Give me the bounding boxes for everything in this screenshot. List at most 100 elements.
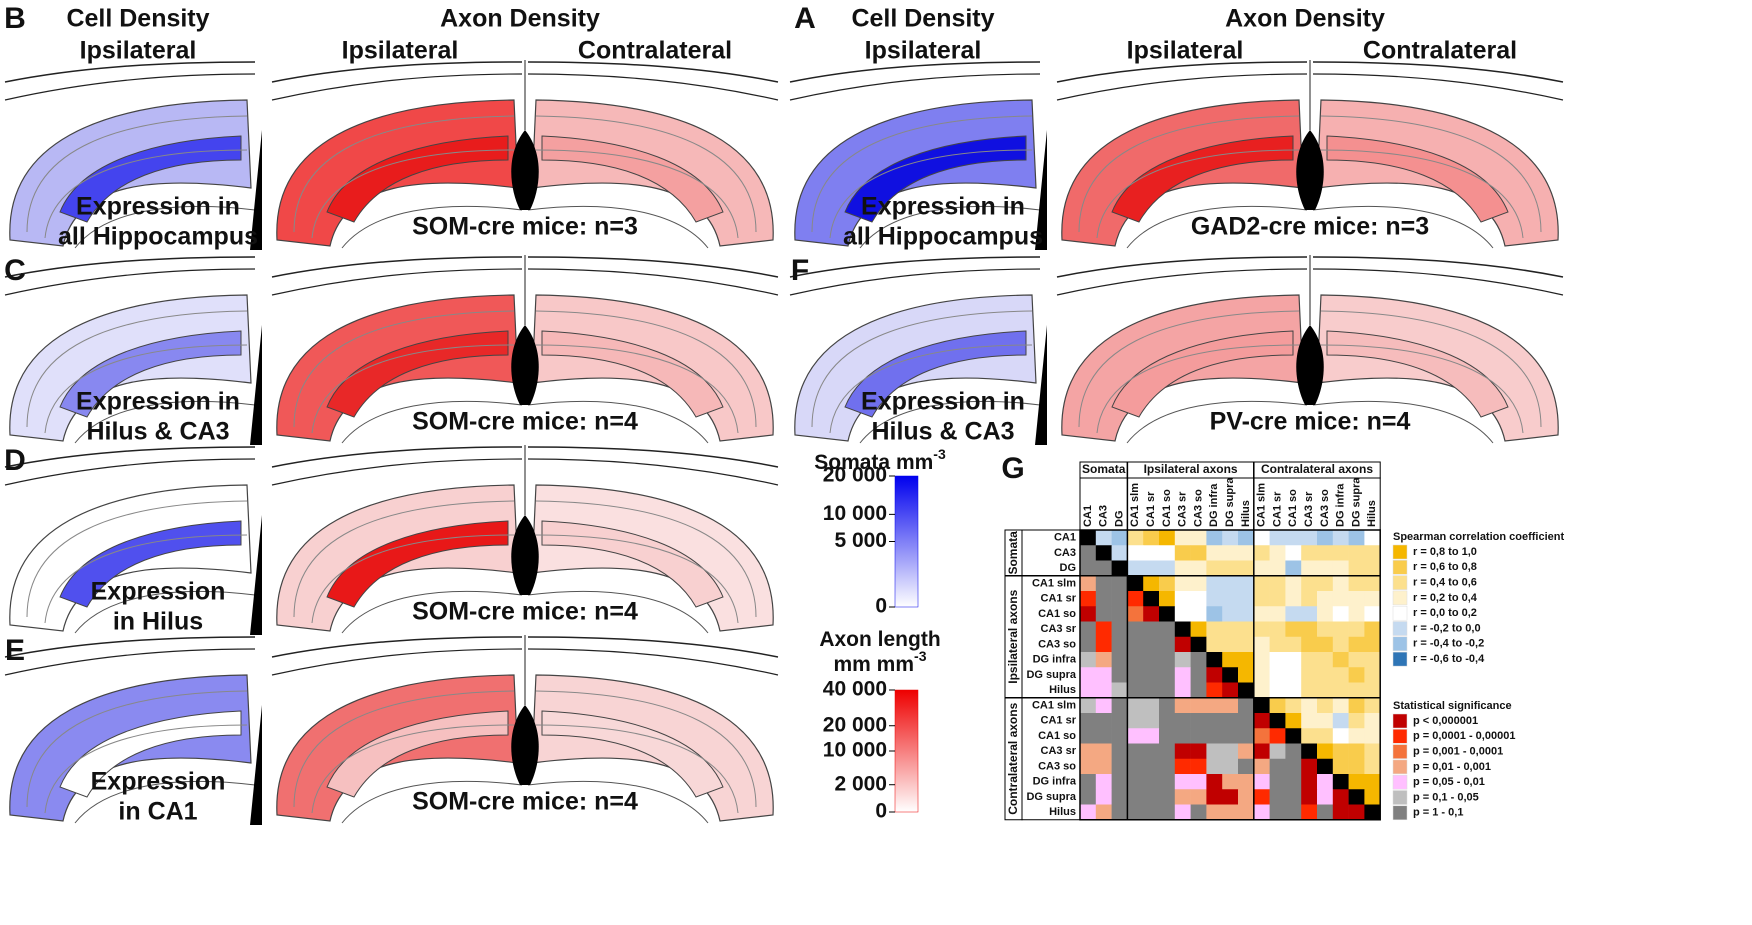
region-inner: [326, 135, 509, 223]
layer-line: [1320, 344, 1524, 434]
matrix-cell: [1111, 789, 1128, 805]
colorbar: [894, 475, 919, 608]
matrix-cell: [1111, 774, 1128, 790]
row-label: DG infra: [1033, 776, 1077, 788]
matrix-cell: [1206, 560, 1223, 577]
outline: [4, 73, 256, 101]
matrix-cell: [1332, 652, 1349, 668]
matrix-cell: [1159, 789, 1176, 805]
matrix-cell: [1301, 713, 1318, 729]
row-label: DG: [1060, 562, 1077, 574]
matrix-cell: [1206, 545, 1223, 561]
matrix-cell: [1222, 636, 1239, 653]
matrix-cell: [1127, 743, 1144, 760]
matrix-cell: [1174, 713, 1191, 729]
matrix-cell: [1095, 636, 1112, 653]
group-row-label: Somata: [1006, 531, 1020, 575]
matrix-cell: [1159, 697, 1176, 714]
matrix-cell: [1190, 667, 1207, 683]
matrix-cell: [1159, 591, 1176, 607]
matrix-cell: [1159, 804, 1176, 821]
matrix-cell: [1301, 621, 1318, 638]
header: Ipsilateral: [80, 37, 197, 65]
matrix-cell: [1332, 682, 1349, 699]
matrix-cell: [1111, 621, 1128, 638]
row-label: CA1 sr: [1041, 715, 1077, 727]
matrix-cell: [1332, 728, 1349, 744]
matrix-cell: [1127, 728, 1144, 744]
matrix-cell: [1143, 652, 1160, 668]
matrix-cell: [1206, 804, 1223, 821]
matrix-cell: [1127, 697, 1144, 714]
matrix-cell: [1080, 728, 1097, 744]
matrix-cell: [1238, 575, 1255, 592]
matrix-cell: [1222, 575, 1239, 592]
matrix-cell: [1095, 560, 1112, 577]
edge-wedge: [250, 130, 262, 250]
diagonal-cell: [1269, 713, 1286, 729]
matrix-cell: [1285, 743, 1302, 760]
matrix-cell: [1143, 560, 1160, 577]
colorbar-title: Axon length: [819, 628, 940, 651]
colorbar-tick-label: 5 000: [834, 529, 887, 552]
row-label: DG infra: [1033, 654, 1077, 666]
matrix-cell: [1222, 804, 1239, 821]
matrix-cell: [1190, 591, 1207, 607]
group-header-label: Ipsilateral axons: [1144, 462, 1238, 476]
matrix-cell: [1238, 621, 1255, 638]
matrix-cell: [1143, 697, 1160, 714]
matrix-cell: [1190, 697, 1207, 714]
hemisphere: [527, 61, 779, 249]
matrix-cell: [1190, 713, 1207, 729]
matrix-cell: [1364, 713, 1381, 729]
matrix-cell: [1301, 575, 1318, 592]
header: Cell Density: [851, 5, 994, 33]
legend-label: p = 1 - 0,1: [1413, 807, 1463, 819]
matrix-cell: [1174, 636, 1191, 653]
column-label: DG supra: [1224, 477, 1236, 527]
ventricle: [1126, 205, 1308, 249]
legend-label: p = 0,1 - 0,05: [1413, 791, 1479, 803]
outline: [271, 648, 523, 676]
matrix-cell: [1143, 789, 1160, 805]
column-label: CA1 sr: [1271, 491, 1283, 527]
matrix-cell: [1222, 713, 1239, 729]
region-inner: [541, 330, 724, 418]
matrix-cell: [1238, 606, 1255, 622]
matrix-cell: [1238, 591, 1255, 607]
diagonal-cell: [1317, 758, 1334, 775]
matrix-cell: [1348, 530, 1365, 546]
matrix-cell: [1317, 575, 1334, 592]
legend-label: p = 0,001 - 0,0001: [1413, 746, 1503, 758]
matrix-cell: [1127, 682, 1144, 699]
matrix-cell: [1332, 697, 1349, 714]
matrix-cell: [1301, 789, 1318, 805]
matrix-cell: [1080, 789, 1097, 805]
midline: [511, 515, 539, 595]
matrix-cell: [1127, 530, 1144, 546]
row-label: Hilus: [1049, 684, 1076, 696]
column-label: CA1 so: [1287, 489, 1299, 527]
expression-label: in CA1: [118, 798, 197, 826]
matrix-cell: [1095, 606, 1112, 622]
colorbar-tick-label: 10 000: [823, 502, 887, 525]
matrix-cell: [1174, 560, 1191, 577]
colorbar-tick-label: 2 000: [834, 772, 887, 795]
layer-line: [811, 115, 1033, 233]
matrix-cell: [1174, 575, 1191, 592]
matrix-cell: [1269, 621, 1286, 638]
matrix-cell: [1285, 713, 1302, 729]
colorbar-tick-label: 20 000: [823, 713, 887, 736]
matrix-cell: [1222, 606, 1239, 622]
matrix-cell: [1253, 591, 1270, 607]
column-label: CA1 slm: [1129, 483, 1141, 527]
matrix-cell: [1174, 697, 1191, 714]
matrix-cell: [1222, 652, 1239, 668]
hemisphere: [271, 256, 523, 444]
matrix-cell: [1301, 774, 1318, 790]
matrix-cell: [1095, 758, 1112, 775]
legend-label: p = 0,01 - 0,001: [1413, 761, 1491, 773]
matrix-cell: [1364, 560, 1381, 577]
matrix-cell: [1285, 667, 1302, 683]
expression-label: Expression in: [76, 193, 240, 221]
